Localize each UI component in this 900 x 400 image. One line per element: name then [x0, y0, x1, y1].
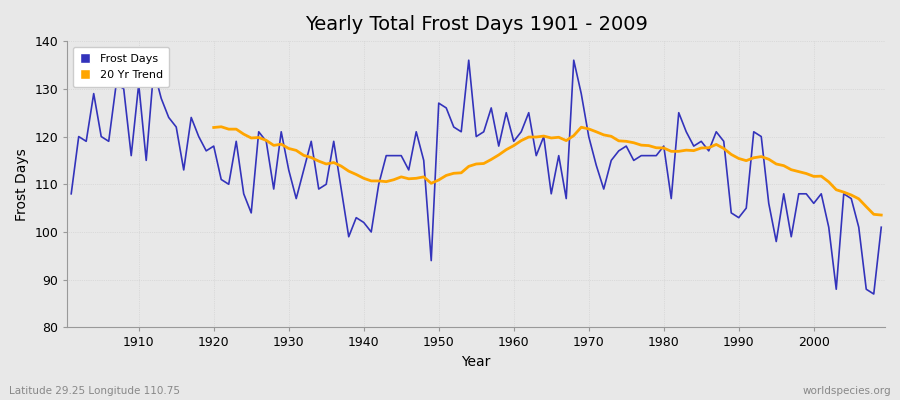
Legend: Frost Days, 20 Yr Trend: Frost Days, 20 Yr Trend: [73, 47, 169, 87]
Y-axis label: Frost Days: Frost Days: [15, 148, 29, 221]
Text: worldspecies.org: worldspecies.org: [803, 386, 891, 396]
Title: Yearly Total Frost Days 1901 - 2009: Yearly Total Frost Days 1901 - 2009: [305, 15, 648, 34]
Text: Latitude 29.25 Longitude 110.75: Latitude 29.25 Longitude 110.75: [9, 386, 180, 396]
X-axis label: Year: Year: [462, 355, 490, 369]
